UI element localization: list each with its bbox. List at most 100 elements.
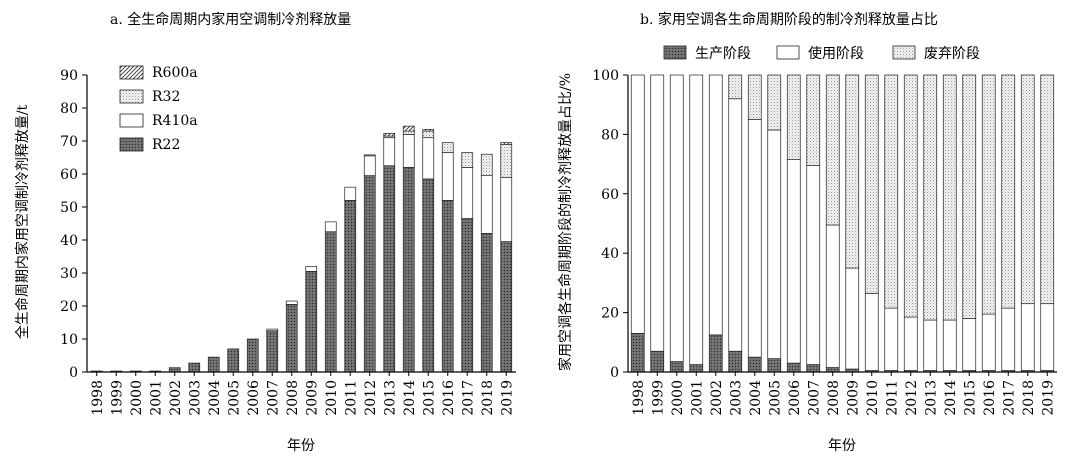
x-tick-label: 1998 xyxy=(90,380,106,416)
bar-segment-dots-dark xyxy=(825,367,840,373)
bar-segment-white xyxy=(441,152,454,201)
bar-segment-dots-dark xyxy=(227,348,240,373)
bar-segment-white xyxy=(708,74,723,336)
bar-segment-dots-dark xyxy=(480,233,493,373)
bar-segment-white xyxy=(825,224,840,368)
bar-segment-white xyxy=(845,267,860,370)
x-tick-label: 2012 xyxy=(363,380,379,416)
x-tick-label: 2005 xyxy=(767,380,783,416)
bar-segment-dots-light xyxy=(363,154,376,157)
x-tick-label: 2007 xyxy=(265,380,281,416)
y-tick-label: 20 xyxy=(601,306,619,322)
bar-segment-dots-light xyxy=(747,74,762,120)
bar-segment-dots-dark xyxy=(188,362,201,373)
bar-segment-dots-dark xyxy=(305,271,318,373)
x-tick-label: 2014 xyxy=(943,380,959,416)
bar-segment-dots-light xyxy=(825,74,840,226)
bar-segment-white xyxy=(650,74,665,352)
x-tick-label: 2000 xyxy=(670,380,686,416)
bar-segment-white xyxy=(942,319,957,371)
y-tick-label: 0 xyxy=(69,365,78,381)
x-tick-label: 2015 xyxy=(421,380,437,416)
x-tick-label: 2015 xyxy=(962,380,978,416)
bar-segment-dots-dark xyxy=(441,200,454,373)
y-tick-label: 30 xyxy=(60,266,78,282)
chart-a-title: a. 全生命周期内家用空调制冷剂释放量 xyxy=(110,11,351,28)
bar-segment-dots-light xyxy=(864,74,879,294)
chart-b-plot: 0 20 40 60 80 100 1998 1999 2000 2001 2002 2003 2004… xyxy=(592,45,1057,416)
x-tick-label: 2016 xyxy=(982,380,998,416)
y-tick-label: 20 xyxy=(60,299,78,315)
bar-segment-dots-dark xyxy=(402,167,415,373)
y-tick-label: 80 xyxy=(60,101,78,117)
x-tick-label: 2001 xyxy=(148,380,164,416)
bar-segment-dots-dark xyxy=(767,358,782,373)
x-tick-label: 2000 xyxy=(129,380,145,416)
bar-segment-hatch xyxy=(383,133,396,137)
bar-segment-dots-light xyxy=(767,74,782,131)
bar-segment-white xyxy=(962,318,977,371)
bar-segment-white xyxy=(923,319,938,371)
bar-segment-white xyxy=(461,167,474,219)
bar-segment-white xyxy=(285,300,298,305)
bar-segment-white xyxy=(266,328,279,332)
bar-segment-white xyxy=(500,176,513,243)
bar-segment-dots-dark xyxy=(689,364,704,373)
bar-segment-dots-dark xyxy=(747,356,762,373)
bar-segment-hatch xyxy=(422,129,435,132)
legend-swatch-hatch xyxy=(119,65,144,80)
bar-segment-white xyxy=(864,292,879,371)
bar-segment-white xyxy=(480,175,493,234)
bar-segment-white xyxy=(344,186,357,201)
bar-segment-white xyxy=(669,74,684,362)
x-tick-label: 2004 xyxy=(748,380,764,416)
x-tick-label: 2013 xyxy=(382,380,398,416)
x-tick-label: 2014 xyxy=(402,380,418,416)
bar-segment-white xyxy=(747,119,762,358)
bar-segment-dots-light xyxy=(942,74,957,321)
y-tick-label: 10 xyxy=(60,332,78,348)
x-tick-label: 2017 xyxy=(1001,380,1017,416)
bar-segment-white xyxy=(363,155,376,177)
bar-segment-white xyxy=(1040,303,1055,371)
x-tick-label: 2019 xyxy=(499,380,515,416)
y-tick-label: 70 xyxy=(60,134,78,150)
x-tick-label: 2003 xyxy=(187,380,203,416)
legend-swatch-white xyxy=(776,45,800,60)
legend-swatch-dots-dark xyxy=(119,137,144,152)
bar-segment-dots-light xyxy=(461,152,474,168)
bar-segment-white xyxy=(903,316,918,371)
bar-segment-dots-light xyxy=(806,74,821,166)
bar-segment-dots-dark xyxy=(344,200,357,373)
bar-segment-white xyxy=(324,221,337,233)
y-tick-label: 40 xyxy=(60,233,78,249)
bar-segment-dots-dark xyxy=(708,334,723,373)
bar-segment-dots-dark xyxy=(168,367,181,373)
x-tick-label: 2016 xyxy=(441,380,457,416)
x-tick-label: 2005 xyxy=(226,380,242,416)
bar-segment-dots-dark xyxy=(363,175,376,373)
bar-segment-hatch xyxy=(500,142,513,145)
legend-label: 废弃阶段 xyxy=(924,46,980,62)
bar-segment-dots-dark xyxy=(786,362,801,373)
x-tick-label: 2002 xyxy=(168,380,184,416)
x-tick-label: 2008 xyxy=(826,380,842,416)
bar-segment-dots-light xyxy=(480,153,493,176)
x-tick-label: 2002 xyxy=(709,380,725,416)
bar-segment-dots-light xyxy=(923,74,938,321)
bar-segment-dots-light xyxy=(1020,74,1035,305)
bar-segment-dots-dark xyxy=(728,350,743,373)
bar-segment-dots-light xyxy=(845,74,860,269)
bar-segment-dots-dark xyxy=(806,364,821,373)
legend-swatch-dots-light xyxy=(119,89,144,104)
x-tick-label: 2011 xyxy=(343,380,359,416)
x-tick-label: 2018 xyxy=(480,380,496,416)
y-tick-label: 100 xyxy=(592,68,619,84)
legend-swatch-dots-light xyxy=(892,45,916,60)
y-tick-label: 90 xyxy=(60,68,78,84)
y-tick-label: 80 xyxy=(601,127,619,143)
bar-segment-dots-dark xyxy=(650,350,665,373)
x-tick-label: 2008 xyxy=(285,380,301,416)
bar-segment-dots-dark xyxy=(246,338,259,373)
bar-segment-white xyxy=(689,74,704,365)
